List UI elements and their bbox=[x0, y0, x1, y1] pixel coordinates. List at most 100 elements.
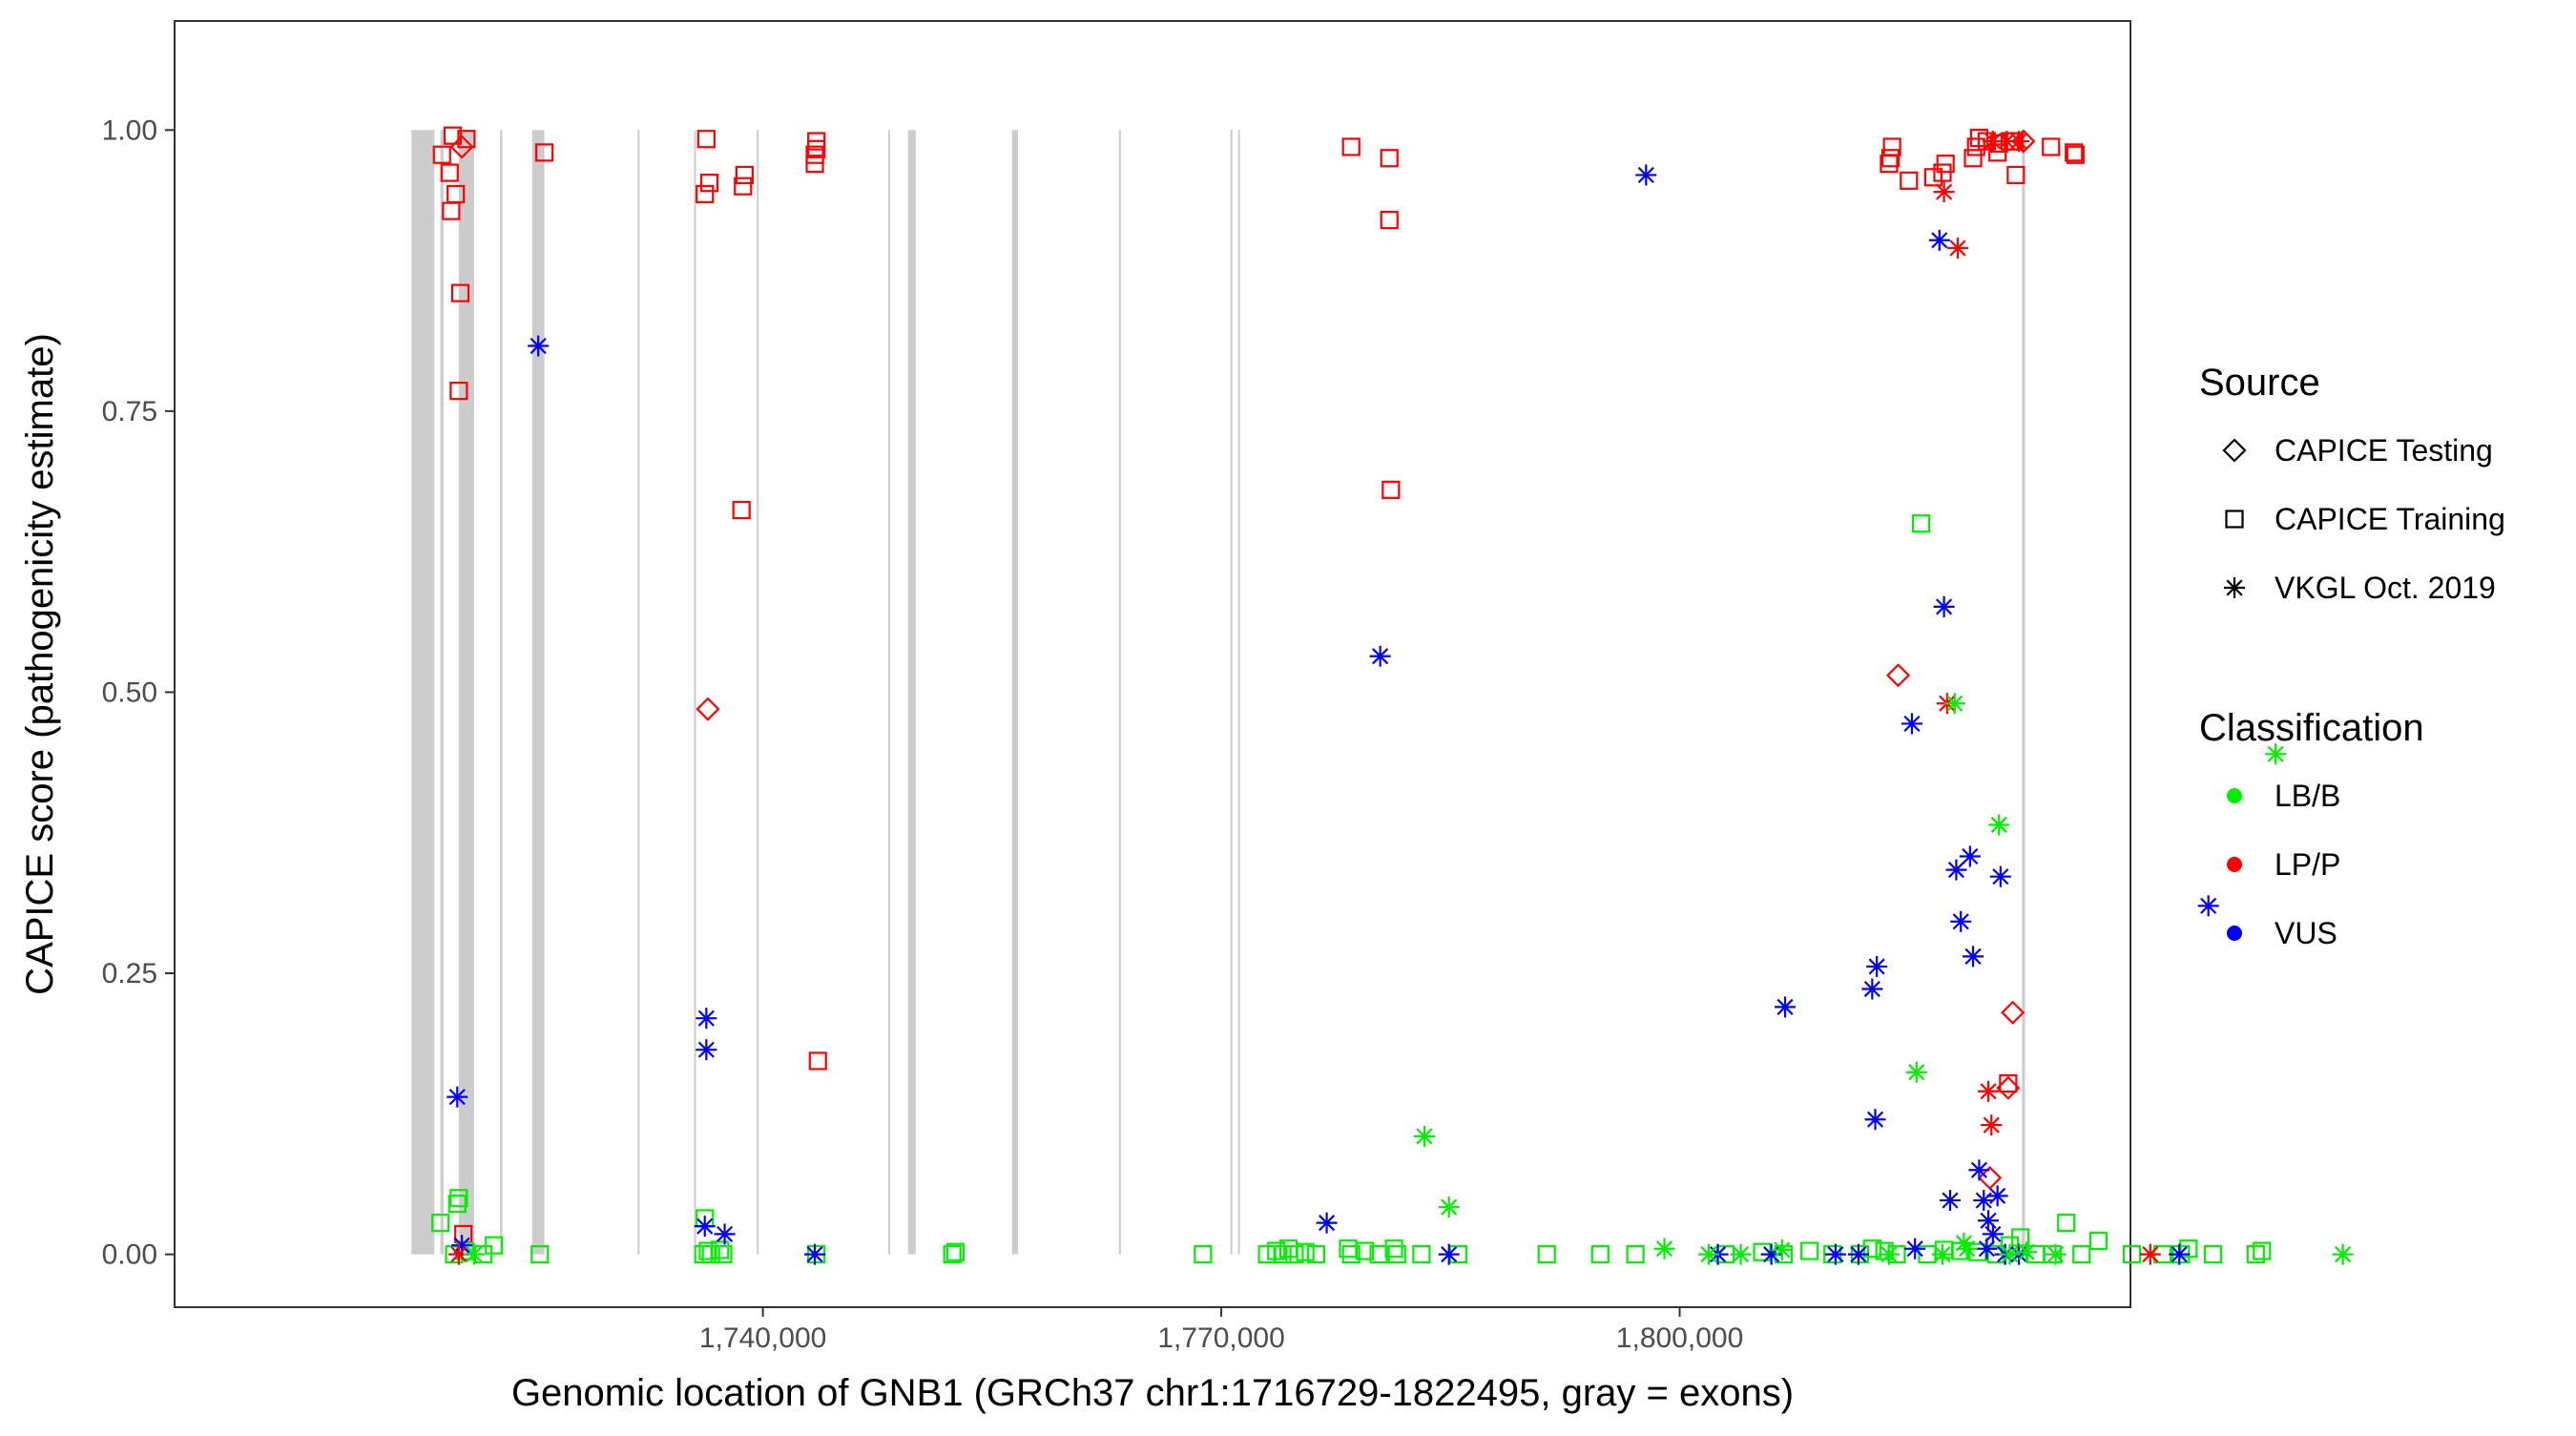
data-point bbox=[485, 1236, 504, 1255]
x-tick-label: 1,740,000 bbox=[699, 1322, 826, 1354]
data-point bbox=[449, 135, 474, 159]
data-point bbox=[1267, 1241, 1286, 1260]
data-point bbox=[714, 1245, 733, 1264]
data-point bbox=[2001, 1000, 2025, 1025]
data-point bbox=[2179, 1239, 2198, 1259]
exon-band bbox=[637, 130, 640, 1255]
data-point bbox=[1626, 1245, 1645, 1264]
data-point bbox=[734, 177, 753, 196]
legend-key-diamond bbox=[2222, 438, 2247, 463]
data-point bbox=[699, 174, 719, 193]
data-point bbox=[1880, 149, 1901, 168]
y-tick-label: 0.50 bbox=[102, 676, 157, 708]
data-point bbox=[528, 335, 550, 357]
data-point bbox=[1381, 480, 1401, 499]
y-tick-label: 0.00 bbox=[102, 1239, 157, 1271]
legend-classification-label: LP/P bbox=[2275, 847, 2340, 882]
data-point bbox=[447, 1194, 467, 1214]
data-point bbox=[1653, 1238, 1675, 1259]
exon-band bbox=[411, 130, 435, 1255]
data-point bbox=[2072, 1245, 2091, 1264]
data-point bbox=[2057, 1214, 2076, 1233]
data-point bbox=[1932, 1243, 1954, 1265]
legend-source-label: CAPICE Training bbox=[2275, 502, 2505, 536]
data-point bbox=[2265, 743, 2287, 765]
data-point bbox=[1886, 663, 1911, 688]
data-point bbox=[2203, 1245, 2223, 1264]
data-point bbox=[449, 1189, 468, 1208]
data-point bbox=[696, 697, 720, 721]
data-point bbox=[1316, 1212, 1338, 1234]
data-point bbox=[1356, 1241, 1375, 1260]
exon-band bbox=[531, 130, 545, 1255]
data-point bbox=[1697, 1243, 1719, 1265]
data-point bbox=[432, 145, 451, 164]
data-point bbox=[804, 1243, 826, 1265]
data-point bbox=[1273, 1245, 1292, 1264]
data-point bbox=[1900, 171, 1919, 190]
exon-band bbox=[2022, 130, 2025, 1255]
data-point bbox=[1978, 1210, 2000, 1232]
data-point bbox=[1878, 1243, 1900, 1265]
data-point bbox=[1384, 1239, 1403, 1259]
exon-band bbox=[757, 130, 759, 1255]
data-point bbox=[1945, 859, 1967, 881]
data-point bbox=[1978, 1080, 2000, 1102]
data-point bbox=[1380, 149, 1399, 168]
data-point bbox=[1341, 137, 1361, 156]
data-point bbox=[696, 130, 716, 149]
data-point bbox=[1911, 514, 1931, 533]
exon-band bbox=[1011, 130, 1019, 1255]
data-point bbox=[1590, 1245, 1610, 1264]
data-point bbox=[1880, 155, 1899, 174]
exon-band bbox=[1237, 130, 1240, 1255]
legend-key-dot bbox=[2227, 857, 2242, 872]
data-point bbox=[1194, 1245, 1213, 1264]
data-point bbox=[1537, 1245, 1556, 1264]
legend-source-label: VKGL Oct. 2019 bbox=[2275, 571, 2496, 605]
data-point bbox=[442, 201, 461, 220]
data-point bbox=[443, 126, 463, 145]
exon-bands bbox=[411, 130, 2025, 1255]
data-point bbox=[1438, 1197, 1460, 1218]
legend-classification-label: VUS bbox=[2275, 916, 2337, 950]
data-point bbox=[1296, 1242, 1315, 1261]
data-point bbox=[1901, 713, 1922, 735]
data-point bbox=[696, 1008, 717, 1030]
data-point bbox=[1986, 1185, 2008, 1207]
legend-source-label: CAPICE Testing bbox=[2275, 433, 2493, 468]
data-point bbox=[2065, 143, 2084, 162]
data-point bbox=[1963, 149, 1983, 168]
data-point bbox=[1923, 168, 1942, 187]
legend-key-square bbox=[2225, 510, 2244, 529]
data-point bbox=[2042, 137, 2061, 156]
data-points bbox=[431, 126, 2354, 1265]
legend-classification-items: LB/B LP/P VUS bbox=[2227, 779, 2340, 950]
legend-classification-label: LB/B bbox=[2275, 779, 2340, 813]
data-point bbox=[2169, 1243, 2191, 1265]
legend-key-asterisk bbox=[2224, 577, 2245, 598]
data-point bbox=[1976, 1238, 1998, 1259]
data-point bbox=[1905, 1061, 1927, 1083]
data-point bbox=[534, 143, 554, 162]
data-point bbox=[2088, 1231, 2108, 1251]
exon-band bbox=[907, 130, 916, 1255]
data-point bbox=[463, 1243, 485, 1265]
data-point bbox=[1306, 1245, 1325, 1264]
data-point bbox=[696, 184, 715, 204]
exon-band bbox=[1230, 130, 1233, 1255]
data-point bbox=[1996, 1075, 2021, 1100]
legend: Source Classification CAPICE TestingCAPI… bbox=[2199, 362, 2505, 950]
data-point bbox=[1775, 996, 1797, 1018]
data-point bbox=[1968, 1159, 1990, 1181]
data-point bbox=[1933, 181, 1955, 203]
data-point bbox=[1635, 164, 1657, 186]
data-point bbox=[1936, 155, 1955, 174]
data-point bbox=[1414, 1125, 1436, 1147]
data-point bbox=[732, 500, 751, 520]
data-point bbox=[2008, 131, 2030, 153]
data-point bbox=[1438, 1243, 1460, 1265]
panel-border bbox=[174, 20, 2131, 1308]
